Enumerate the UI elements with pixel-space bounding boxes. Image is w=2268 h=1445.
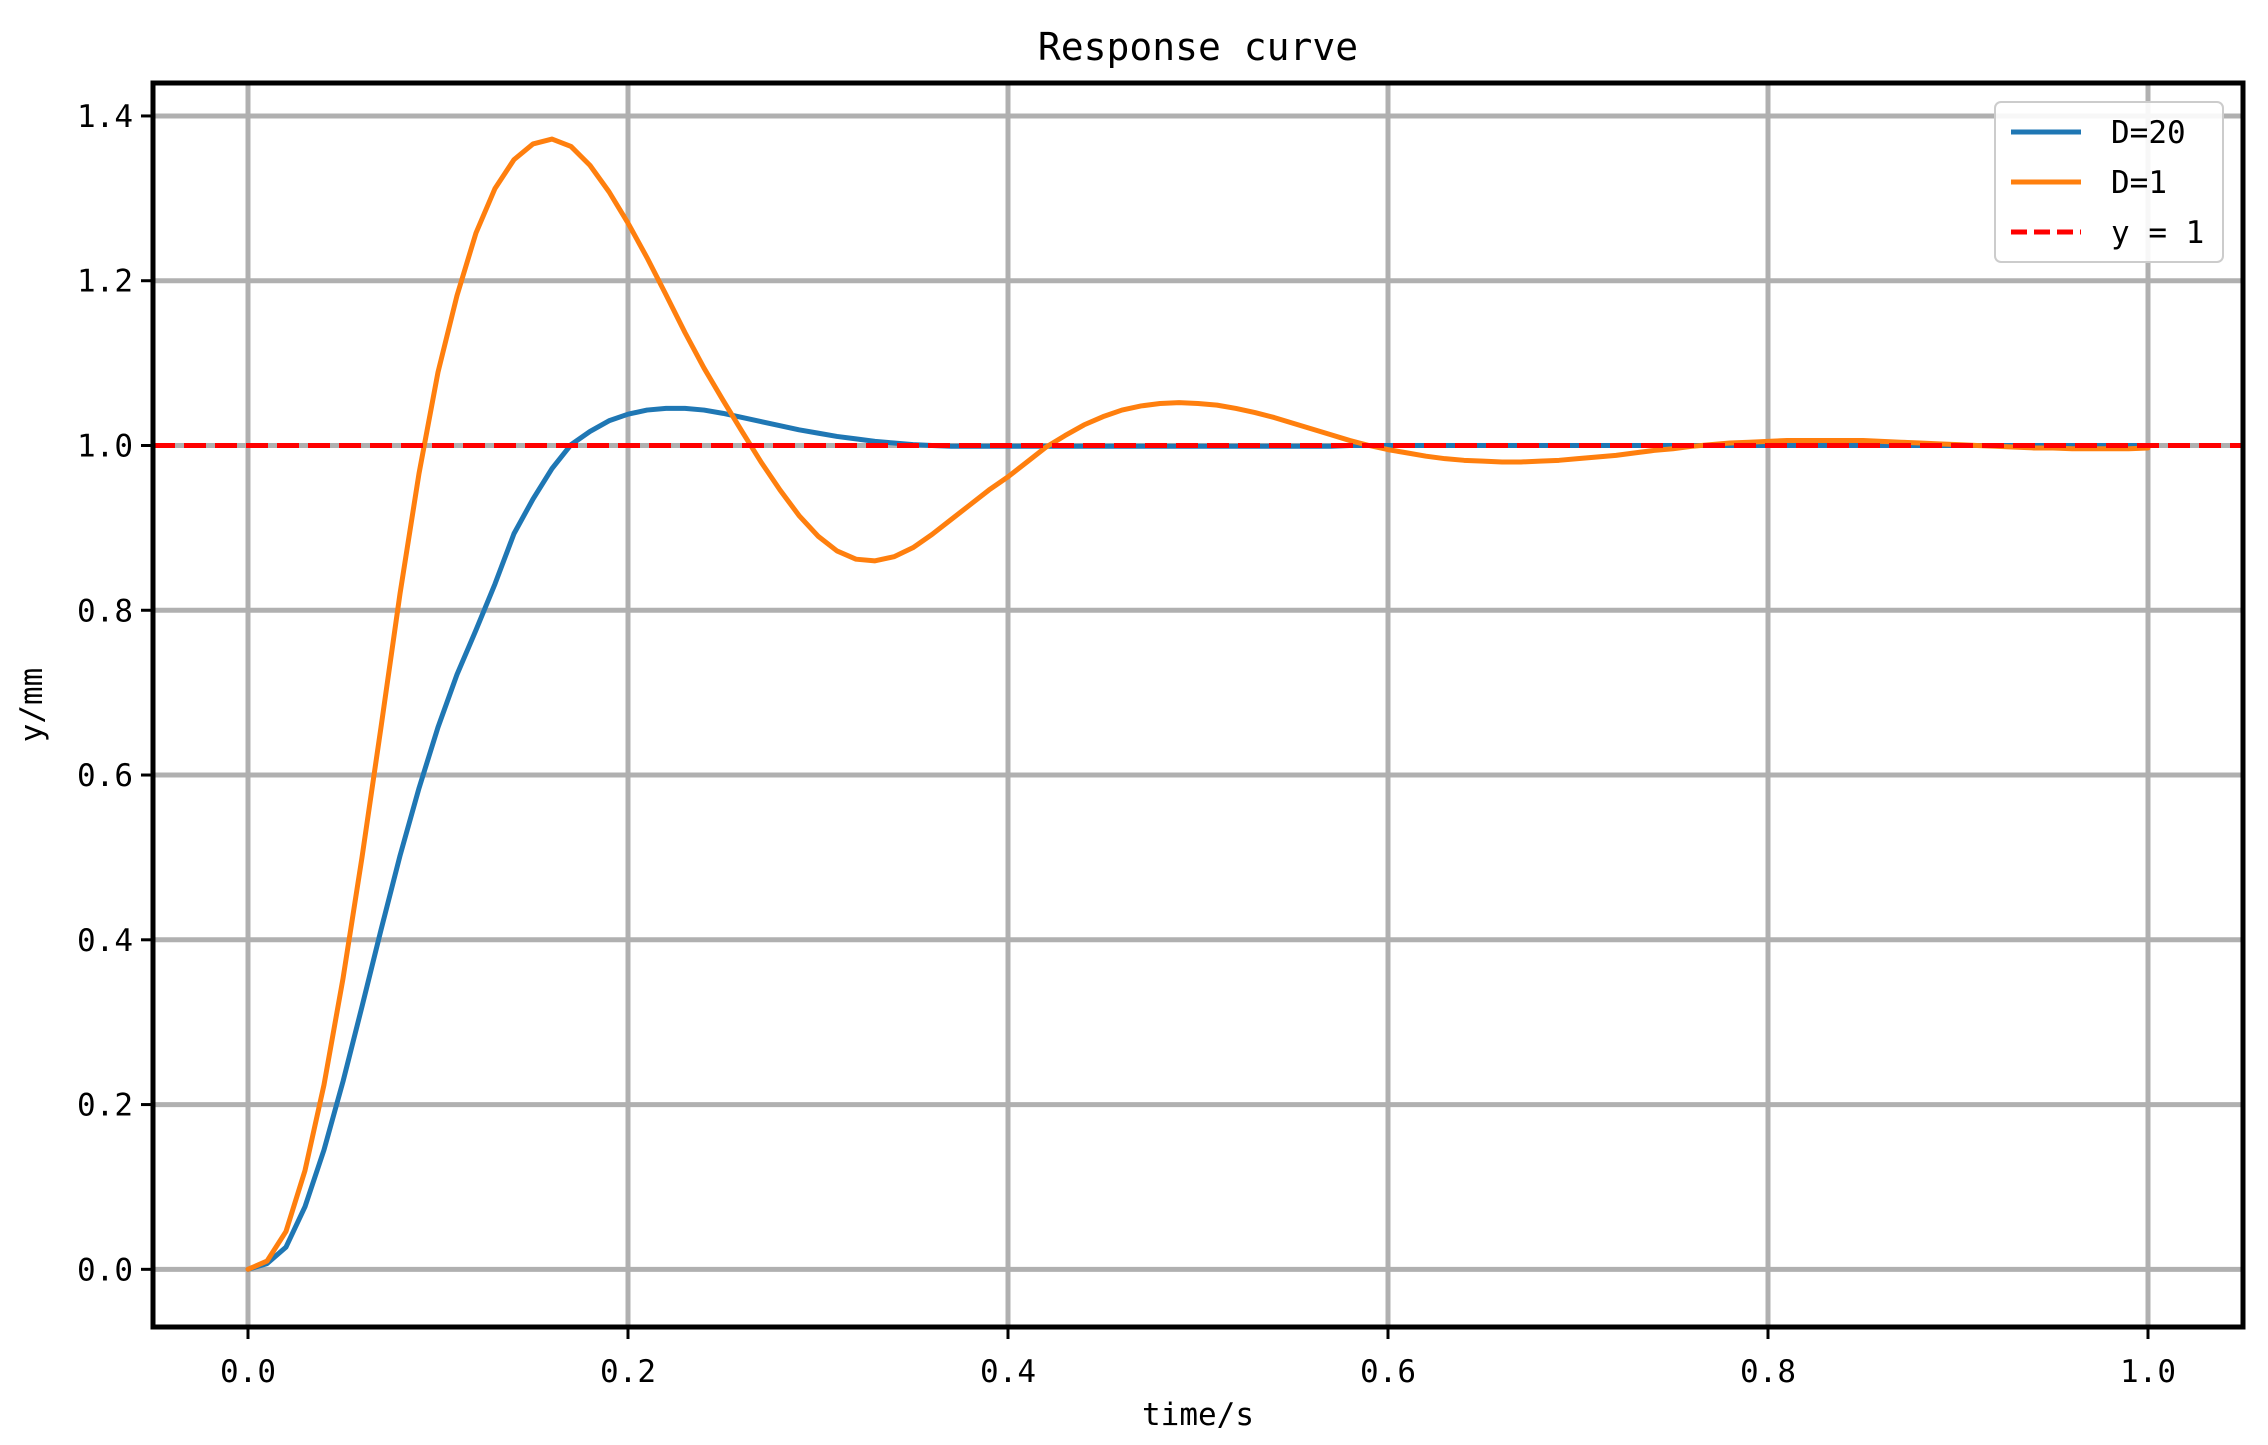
series-layer xyxy=(153,136,2243,1272)
chart-title: Response curve xyxy=(1038,25,1358,69)
y-tick-label: 0.4 xyxy=(77,923,133,959)
legend-entry-label: D=1 xyxy=(2111,165,2167,201)
x-tick-label: 0.2 xyxy=(600,1354,656,1390)
y-tick-label: 0.8 xyxy=(77,593,133,629)
x-tick-label: 0.4 xyxy=(980,1354,1036,1390)
legend-entry-label: y = 1 xyxy=(2111,215,2204,251)
y-tick-label: 0.0 xyxy=(77,1252,133,1288)
x-tick-label: 1.0 xyxy=(2120,1354,2176,1390)
y-tick-label: 1.0 xyxy=(77,428,133,464)
ticks: 0.0 0.2 0.4 0.6 0.8 1.0 0.0 0.2 0.4 0.6 0.8 1.0 1.2 1… xyxy=(77,99,2176,1390)
legend: D=20 D=1 y = 1 xyxy=(1994,101,2224,263)
legend-box xyxy=(1994,101,2224,263)
plot-frame xyxy=(150,80,2246,1330)
x-tick-label: 0.0 xyxy=(220,1354,276,1390)
y-tick-label: 0.2 xyxy=(77,1088,133,1124)
y-tick-label: 1.4 xyxy=(77,99,133,135)
y-axis-label: y/mm xyxy=(14,668,50,743)
y-tick-label: 0.6 xyxy=(77,758,133,794)
series-line-d-1 xyxy=(245,136,2151,1272)
legend-entry-label: D=20 xyxy=(2111,115,2186,151)
x-axis-label: time/s xyxy=(1142,1397,1254,1433)
x-tick-label: 0.8 xyxy=(1740,1354,1796,1390)
x-tick-label: 0.6 xyxy=(1360,1354,1416,1390)
y-tick-label: 1.2 xyxy=(77,264,133,300)
